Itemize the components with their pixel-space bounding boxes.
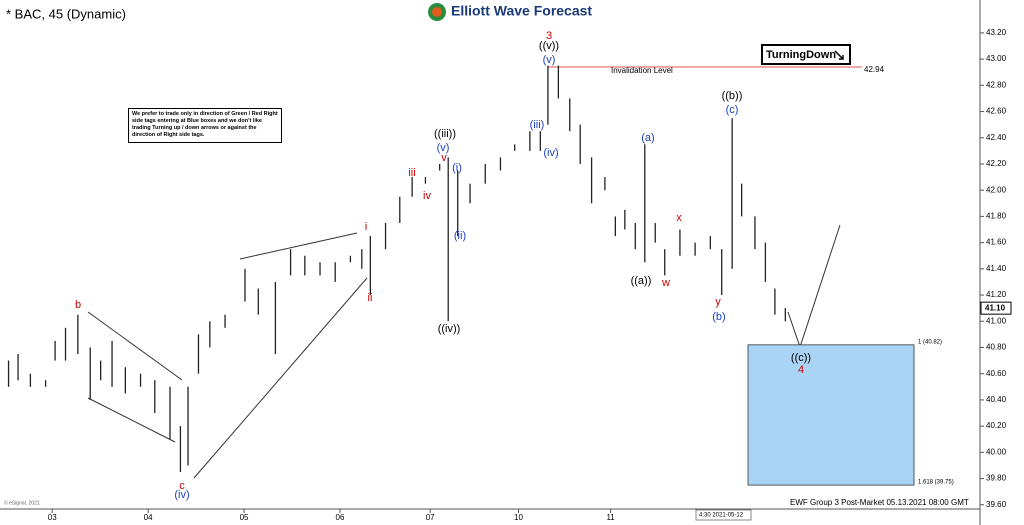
invalidation-label: Invalidation Level: [611, 66, 673, 75]
y-tick-label: 41.40: [986, 264, 1007, 273]
wave-label: (c): [726, 104, 739, 116]
trendline: [87, 311, 183, 381]
wave-label: (i): [452, 162, 462, 174]
last-price-label: 41.10: [985, 303, 1006, 312]
wave-label: y: [715, 296, 721, 308]
wave-label: ((v)): [539, 40, 559, 52]
wave-label: ((iv)): [438, 323, 461, 335]
signal-box: [761, 44, 851, 65]
trendline: [193, 277, 368, 479]
y-tick-label: 40.20: [986, 421, 1007, 430]
wave-label: (ii): [454, 230, 466, 242]
wave-label: ((a)): [631, 275, 652, 287]
trendline: [87, 397, 176, 443]
y-tick-label: 43.00: [986, 54, 1007, 63]
target-bottom-label: 1.618 (39.75): [918, 480, 954, 486]
wave-label: (a): [641, 132, 654, 144]
y-tick-label: 42.40: [986, 133, 1007, 142]
y-tick-label: 39.60: [986, 500, 1007, 509]
wave-label: b: [75, 299, 81, 311]
target-zone: [747, 344, 915, 486]
y-tick-label: 41.80: [986, 212, 1007, 221]
wave-label: (iv): [174, 489, 189, 501]
wave-label: ((b)): [722, 90, 743, 102]
logo: Elliott Wave Forecast: [451, 3, 592, 19]
y-tick-label: 41.00: [986, 316, 1007, 325]
wave-label: iv: [423, 190, 431, 202]
y-tick-label: 40.00: [986, 447, 1007, 456]
note: We prefer to trade only in direction of …: [128, 108, 282, 143]
wave-label: ((iii)): [434, 128, 456, 140]
x-tick-label: 04: [144, 513, 153, 522]
wave-label: x: [676, 212, 682, 224]
y-tick-label: 42.00: [986, 185, 1007, 194]
wave-label: (iv): [543, 147, 558, 159]
x-tick-label: 07: [426, 513, 435, 522]
y-tick-label: 42.80: [986, 80, 1007, 89]
y-tick-label: 43.20: [986, 28, 1007, 37]
y-tick-label: 41.60: [986, 238, 1007, 247]
footer: EWF Group 3 Post-Market 05.13.2021 08:00…: [790, 498, 969, 507]
x-tick-label: 03: [48, 513, 57, 522]
signal: TurningDown: [766, 49, 836, 61]
x-tick-label: 11: [606, 513, 615, 522]
y-tick-label: 40.40: [986, 395, 1007, 404]
x-tick-label: 05: [240, 513, 249, 522]
y-tick-label: 42.60: [986, 107, 1007, 116]
x-tick-label: 06: [336, 513, 345, 522]
y-tick-label: 40.60: [986, 369, 1007, 378]
wave-label: iii: [408, 167, 415, 179]
cursor-time: 4:30 2021-05-12: [699, 513, 744, 519]
signal-arrow: [834, 50, 844, 60]
x-tick-label: 10: [514, 513, 523, 522]
wave-label: 4: [798, 364, 804, 376]
wave-label: (v): [437, 142, 450, 154]
wave-label: i: [365, 221, 367, 233]
wave-label: ii: [368, 292, 373, 304]
wave-label: (b): [712, 311, 725, 323]
invalidation-value: 42.94: [864, 65, 885, 74]
wave-label: (iii): [530, 119, 545, 131]
wave-label: (v): [543, 54, 556, 66]
trendline: [239, 232, 358, 260]
chart-title: * BAC, 45 (Dynamic): [6, 6, 126, 21]
target-top-label: 1 (40.82): [918, 339, 942, 345]
y-tick-label: 42.20: [986, 159, 1007, 168]
wave-label: ((c)): [791, 352, 811, 364]
wave-label: v: [441, 152, 447, 164]
logo-icon: [432, 7, 442, 17]
y-tick-label: 39.80: [986, 474, 1007, 483]
cursor-box: [695, 509, 752, 521]
wave-label: c: [179, 480, 185, 492]
y-tick-label: 41.20: [986, 290, 1007, 299]
last-price-box: [980, 301, 1012, 315]
copyright: © eSignal, 2021: [4, 499, 40, 506]
y-tick-label: 40.80: [986, 343, 1007, 352]
wave-label: 3: [546, 30, 552, 42]
wave-label: w: [661, 277, 670, 289]
